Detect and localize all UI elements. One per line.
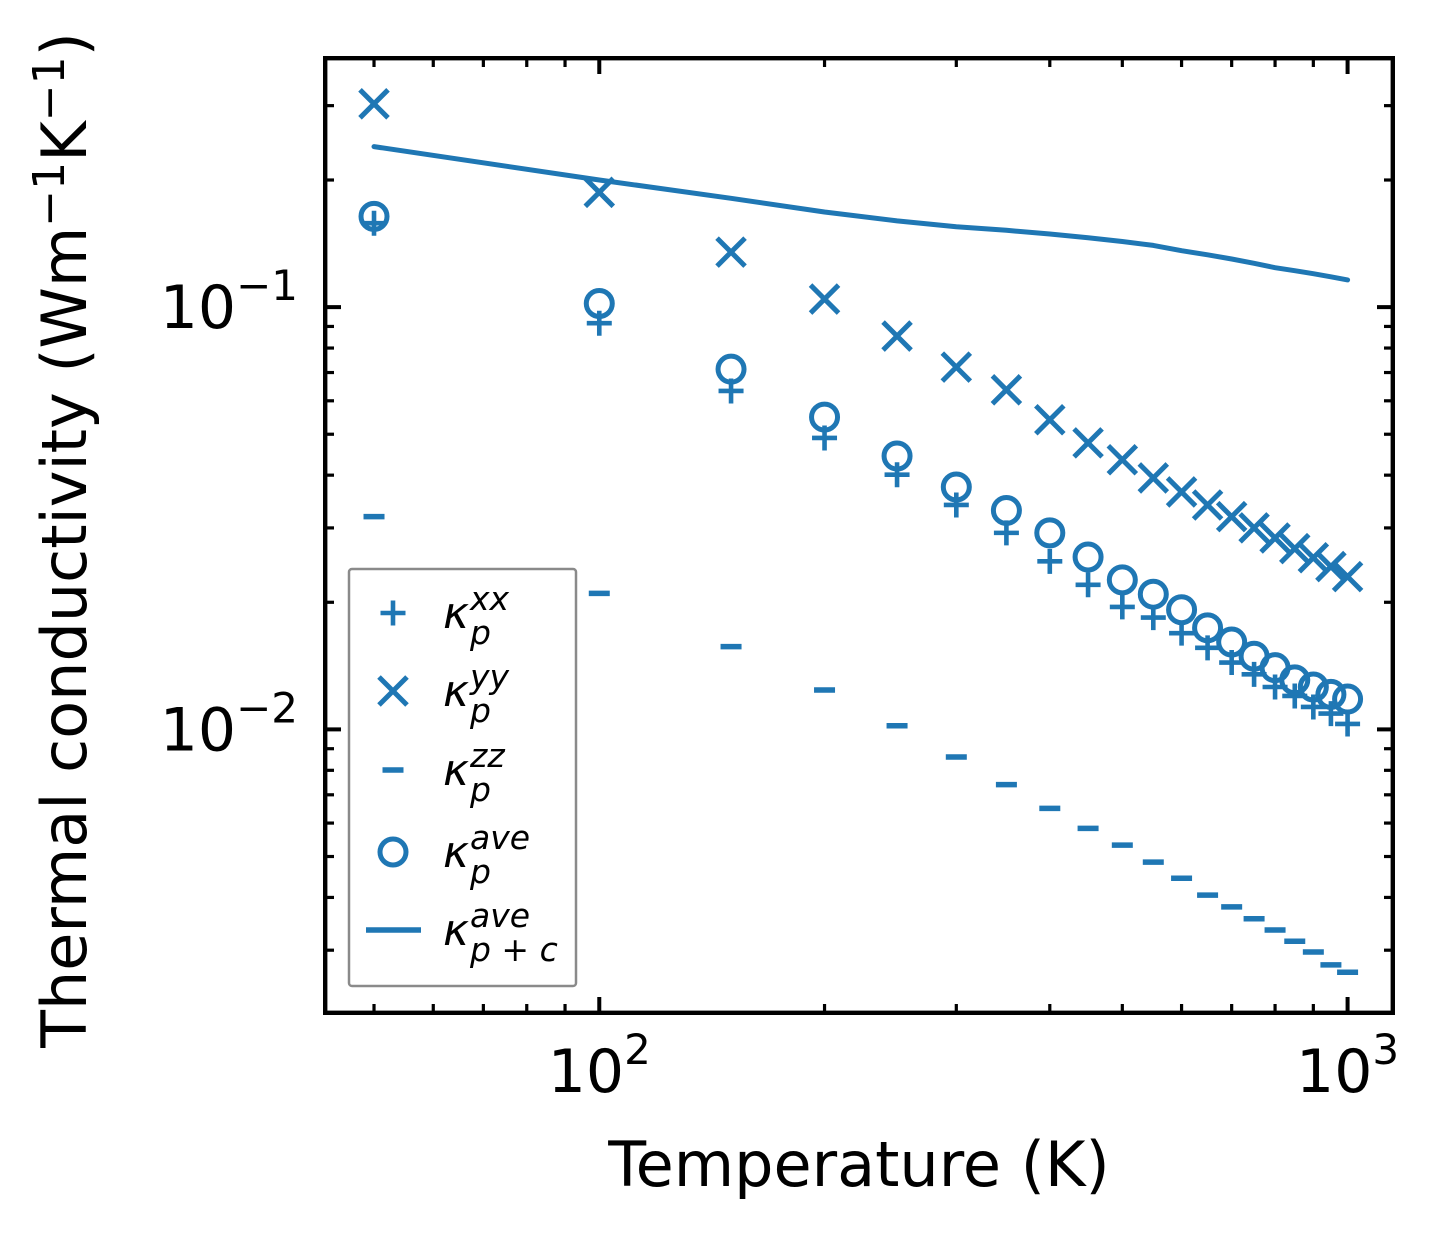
legend-label-superscript: xx	[469, 579, 510, 618]
legend-label-superscript: ave	[470, 896, 530, 935]
kappa-p-xx-marker	[1075, 572, 1101, 598]
kappa-p-xx-marker	[1037, 548, 1063, 574]
kappa-p-yy-marker	[1137, 462, 1170, 494]
kappa-p-ave-marker	[1279, 664, 1311, 696]
kappa-p-ave-marker	[940, 471, 972, 503]
kappa-p-xx-marker	[1335, 711, 1361, 737]
legend-item-kappa-p-zz: κ zzp	[382, 736, 505, 809]
kappa-p-yy-marker	[881, 320, 913, 352]
kappa-p-plus-c-ave-line	[371, 144, 1351, 283]
kappa-p-ave-marker	[1192, 612, 1224, 644]
kappa-p-ave-marker	[990, 494, 1022, 526]
legend-label-base: κ	[443, 588, 469, 639]
legend-label-base: κ	[443, 666, 469, 717]
legend-marker-circle	[377, 836, 409, 868]
legend-label-base: κ	[443, 827, 469, 878]
series-kappa-p-yy	[358, 88, 1364, 593]
series-kappa-p-plus-c-ave	[371, 144, 1351, 283]
y-tick-label: 10−2	[160, 683, 298, 765]
kappa-p-yy-marker	[808, 283, 841, 315]
legend-label-base: κ	[443, 905, 469, 956]
x-axis-label: Temperature (K)	[607, 1128, 1109, 1201]
legend-item-kappa-p-yy: κ yyp	[377, 657, 510, 730]
kappa-p-yy-marker	[990, 374, 1023, 406]
kappa-p-ave-marker	[1315, 678, 1347, 710]
kappa-p-xx-marker	[884, 462, 910, 488]
kappa-p-ave-marker	[809, 401, 841, 433]
legend-label-subscript: p	[469, 770, 491, 809]
y-tick-label: 10−1	[160, 261, 298, 343]
kappa-p-ave-marker	[1297, 671, 1329, 703]
kappa-p-yy-marker	[1259, 522, 1291, 554]
tick-labels: 102 103 10−1 10−2	[160, 261, 1399, 1107]
kappa-p-yy-marker	[1165, 476, 1198, 508]
kappa-p-ave-marker	[358, 200, 390, 232]
kappa-p-yy-marker	[1191, 489, 1224, 521]
kappa-p-ave-marker	[1216, 626, 1248, 658]
kappa-p-yy-marker	[1278, 532, 1311, 565]
legend-label-base: κ	[443, 745, 469, 796]
kappa-p-ave-marker	[583, 287, 615, 319]
legend-label-subscript: p	[469, 691, 491, 730]
legend-label-subscript: p	[469, 613, 491, 652]
kappa-p-xx-marker	[1109, 594, 1135, 620]
legend-label-superscript: ave	[470, 818, 530, 857]
kappa-p-yy-marker	[358, 88, 390, 120]
x-tick-label: 103	[1296, 1025, 1399, 1107]
legend-label-subscript: p + c	[469, 930, 558, 969]
plot-frame	[323, 56, 1395, 1015]
kappa-p-yy-marker	[1215, 500, 1248, 533]
kappa-p-yy-marker	[1331, 560, 1364, 593]
series-kappa-p-ave	[358, 200, 1364, 715]
y-axis-label: Thermal conductivity (Wm−1K−1)	[24, 32, 101, 1049]
kappa-p-yy-marker	[1238, 512, 1270, 544]
kappa-p-ave-marker	[1332, 683, 1364, 715]
legend-box	[347, 567, 578, 988]
kappa-p-yy-marker	[1106, 444, 1139, 476]
legend-item-kappa-p-xx: κ xxp	[380, 579, 510, 652]
kappa-p-ave-marker	[1072, 541, 1104, 573]
kappa-p-ave-marker	[715, 353, 747, 385]
legend-label-superscript: zz	[469, 736, 505, 775]
x-tick-label: 102	[548, 1025, 651, 1107]
kappa-p-yy-marker	[1297, 541, 1330, 574]
kappa-p-ave-marker	[881, 440, 913, 472]
kappa-p-ave-marker	[1034, 517, 1066, 549]
kappa-p-yy-marker	[940, 351, 973, 383]
legend-label-superscript: yy	[469, 657, 510, 696]
kappa-p-ave-marker	[1106, 564, 1138, 596]
legend-label-subscript: p	[469, 852, 491, 891]
legend-marker-plus	[380, 600, 406, 626]
legend-marker-x	[377, 675, 409, 707]
kappa-p-yy-marker	[1315, 550, 1347, 583]
kappa-p-ave-marker	[1137, 578, 1169, 610]
kappa-p-yy-marker	[715, 236, 747, 268]
kappa-p-xx-marker	[943, 492, 969, 518]
series-kappa-p-zz	[363, 513, 1359, 975]
kappa-p-yy-marker	[1034, 404, 1066, 436]
kappa-p-ave-marker	[1166, 594, 1198, 626]
kappa-p-yy-marker	[1072, 427, 1104, 459]
